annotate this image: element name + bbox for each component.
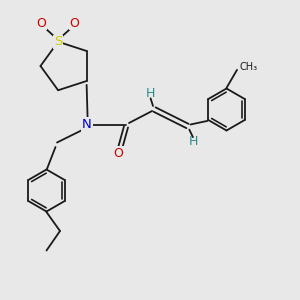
Text: S: S — [54, 35, 62, 48]
Text: H: H — [189, 135, 198, 148]
Text: CH₃: CH₃ — [239, 62, 257, 72]
Text: H: H — [145, 87, 155, 101]
Text: O: O — [114, 147, 123, 160]
Text: N: N — [82, 118, 92, 131]
Text: O: O — [70, 16, 80, 30]
Text: O: O — [37, 16, 46, 30]
